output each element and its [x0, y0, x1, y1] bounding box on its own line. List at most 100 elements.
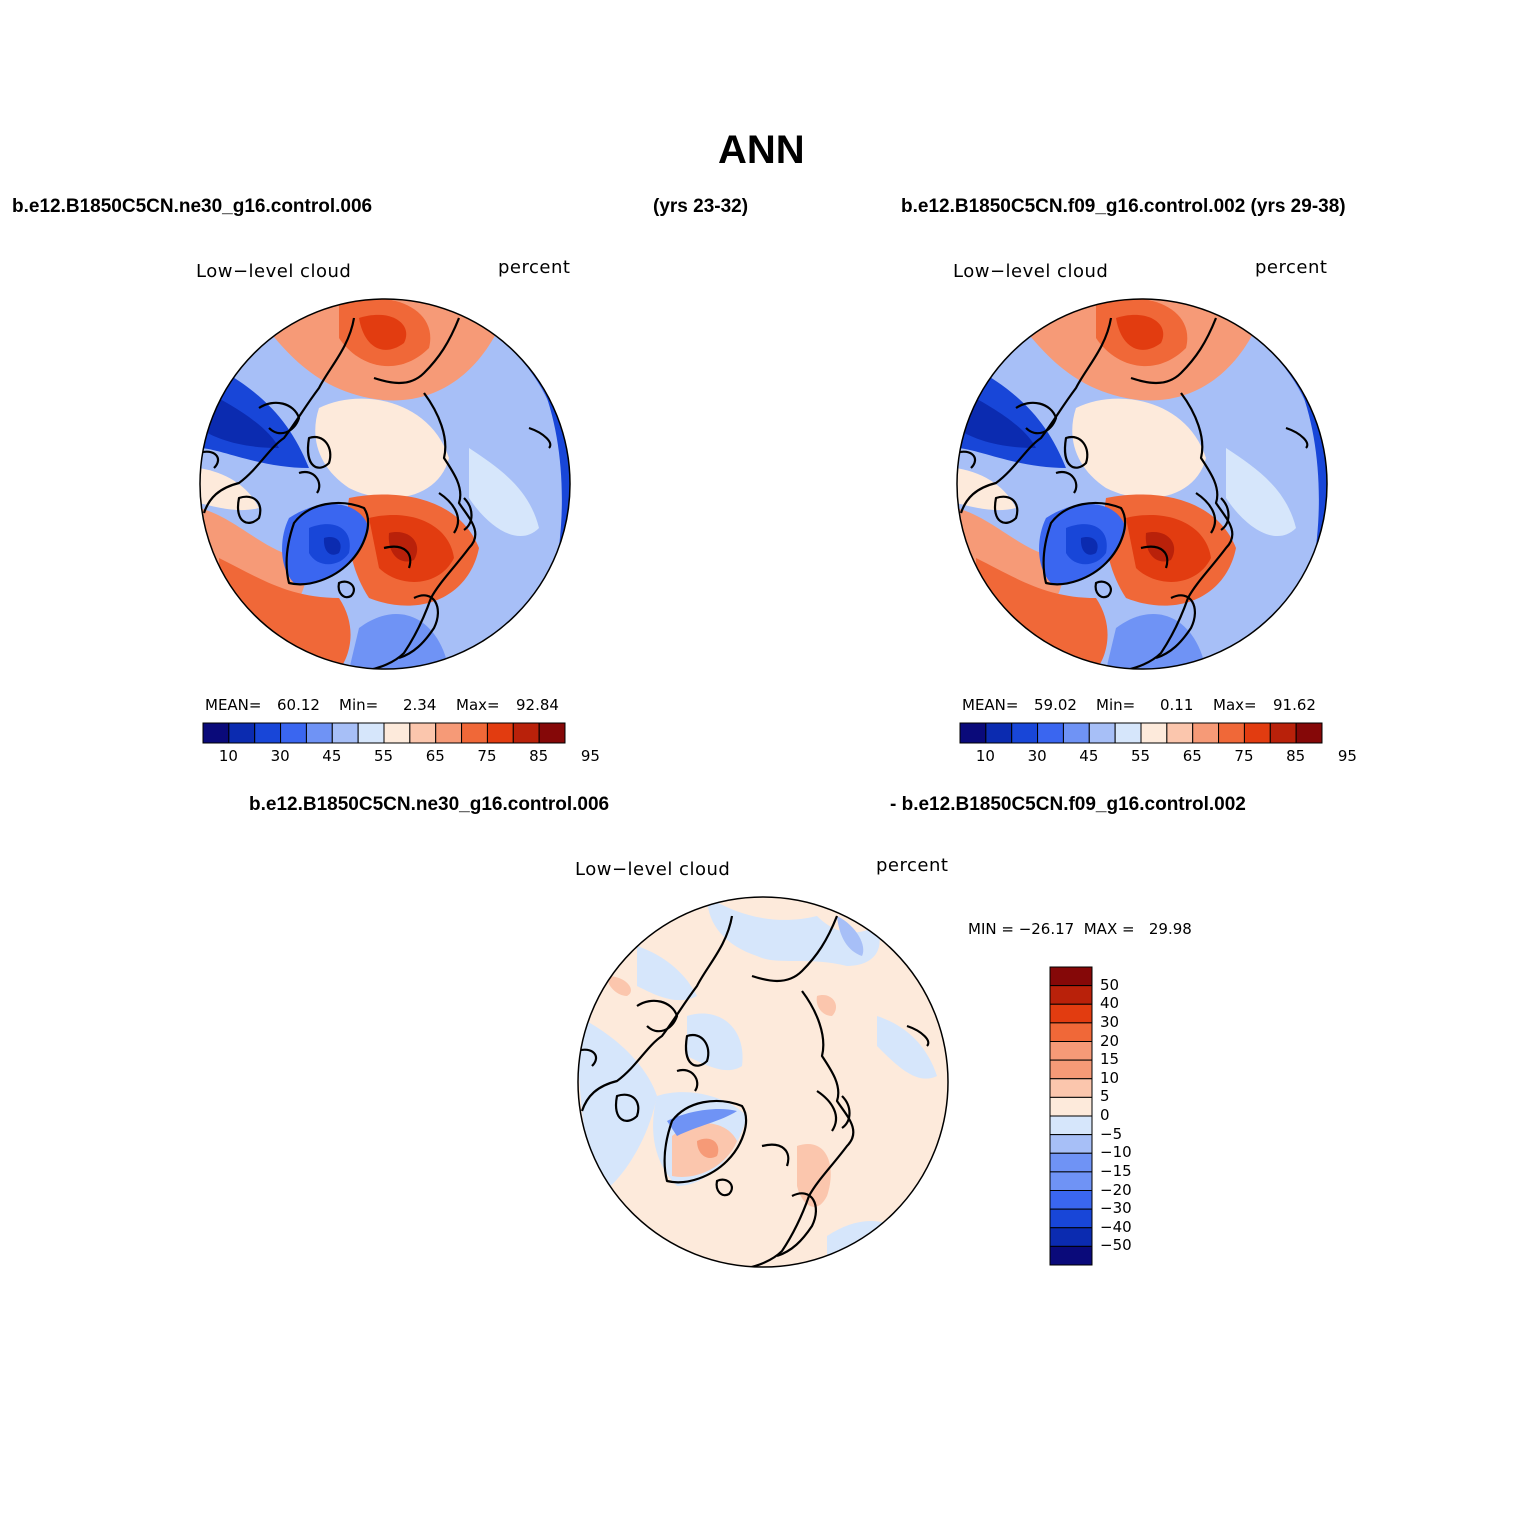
panel3-colorbar-tick: −10 [1100, 1143, 1132, 1162]
panel1-colorbar-swatch [409, 722, 437, 744]
panel1-colorbar-tick: 55 [374, 747, 394, 765]
panel3-colorbar-tick: −20 [1100, 1180, 1132, 1199]
panel3-colorbar-tick: 50 [1100, 975, 1120, 994]
panel1-colorbar-swatch [538, 722, 566, 744]
panel2-min-value: 0.11 [1160, 696, 1194, 714]
panel1-colorbar-swatch [280, 722, 307, 744]
panel3-colorbar-tick: 40 [1100, 994, 1120, 1013]
panel1-colorbar-swatch [305, 722, 333, 744]
panel2-colorbar-swatch [1114, 722, 1142, 744]
panel1-colorbar-tick: 65 [425, 747, 445, 765]
panel1-colorbar-swatch [461, 722, 488, 744]
panel3-colorbar-swatch [1049, 1115, 1093, 1136]
panel1-colorbar-tick: 30 [270, 747, 290, 765]
panel3-colorbar-swatch [1049, 1171, 1093, 1191]
panel1-polar-map [199, 298, 571, 670]
panel1-max-label: Max= [456, 696, 500, 714]
panel2-polar-map [956, 298, 1328, 670]
panel2-colorbar-swatch [1140, 722, 1168, 744]
panel1-mean-value: 60.12 [277, 696, 320, 714]
panel2-colorbar-swatch [1192, 722, 1220, 744]
panel3-colorbar-tick: −5 [1100, 1124, 1123, 1143]
panel1-min-label: Min= [339, 696, 379, 714]
panel2-max-value: 91.62 [1273, 696, 1316, 714]
diff-case2-label: - b.e12.B1850C5CN.f09_g16.control.002 [890, 794, 1246, 815]
panel2-colorbar-swatch [1011, 722, 1039, 744]
panel3-colorbar-tick: 5 [1100, 1087, 1110, 1106]
panel3-colorbar-tick: 10 [1100, 1068, 1120, 1087]
panel3-colorbar-swatch [1049, 985, 1093, 1005]
panel3-colorbar-tick: −30 [1100, 1199, 1132, 1218]
panel1-colorbar-tick: 10 [218, 747, 238, 765]
panel3-colorbar-swatch [1049, 966, 1093, 987]
panel2-colorbar-swatch [1037, 722, 1064, 744]
panel1-colorbar [202, 722, 566, 744]
panel1-min-value: 2.34 [403, 696, 437, 714]
panel2-units-label: percent [1255, 257, 1328, 278]
panel3-colorbar-swatch [1049, 1208, 1093, 1229]
panel1-colorbar-swatch [254, 722, 282, 744]
panel2-colorbar-tick: 85 [1286, 747, 1306, 765]
panel3-colorbar-tick: 0 [1100, 1106, 1110, 1124]
panel3-minmax-label: MIN = −26.17 MAX = 29.98 [968, 920, 1192, 938]
panel1-colorbar-swatch [331, 722, 359, 744]
panel2-colorbar-tick: 55 [1131, 747, 1151, 765]
panel1-colorbar-swatch [228, 722, 256, 744]
panel3-colorbar-swatch [1049, 1152, 1093, 1173]
panel2-colorbar-swatch [1166, 722, 1194, 744]
panel1-colorbar-tick: 95 [580, 747, 600, 765]
panel1-colorbar-swatch [357, 722, 385, 744]
panel3-polar-map [577, 896, 949, 1268]
panel2-colorbar-tick: 65 [1182, 747, 1202, 765]
panel3-colorbar-swatch [1049, 1227, 1093, 1247]
panel2-variable-label: Low−level cloud [953, 261, 1109, 282]
panel2-min-label: Min= [1096, 696, 1136, 714]
panel3-colorbar-swatch [1049, 1134, 1093, 1154]
panel1-max-value: 92.84 [516, 696, 559, 714]
panel1-mean-label: MEAN= [205, 696, 262, 714]
panel3-colorbar-tick: −50 [1100, 1236, 1132, 1255]
panel2-colorbar-swatch [985, 722, 1013, 744]
panel2-colorbar-tick: 95 [1337, 747, 1357, 765]
panel3-colorbar-swatch [1049, 1003, 1093, 1024]
panel1-colorbar-swatch [383, 722, 411, 744]
panel2-colorbar-tick: 75 [1234, 747, 1254, 765]
panel3-colorbar-swatch [1049, 1096, 1093, 1117]
panel1-colorbar-swatch [435, 722, 463, 744]
panel1-variable-label: Low−level cloud [196, 261, 352, 282]
panel2-colorbar-swatch [1218, 722, 1245, 744]
diff-case1-label: b.e12.B1850C5CN.ne30_g16.control.006 [249, 794, 610, 815]
panel3-colorbar-swatch [1049, 1022, 1093, 1042]
case1-years-label: (yrs 23-32) [653, 196, 749, 217]
panel3-colorbar-swatch [1049, 1041, 1093, 1061]
panel2-colorbar-swatch [1295, 722, 1323, 744]
case2-label: b.e12.B1850C5CN.f09_g16.control.002 (yrs… [901, 196, 1346, 217]
panel1-colorbar-tick: 85 [529, 747, 549, 765]
panel3-colorbar-tick: 15 [1100, 1050, 1120, 1069]
panel3-variable-label: Low−level cloud [575, 859, 731, 880]
panel1-units-label: percent [498, 257, 571, 278]
panel1-colorbar-tick: 45 [322, 747, 342, 765]
panel2-colorbar-tick: 30 [1027, 747, 1047, 765]
page-title: ANN [718, 128, 805, 172]
panel3-units-label: percent [876, 855, 949, 876]
panel2-colorbar-swatch [1088, 722, 1116, 744]
panel2-colorbar [959, 722, 1323, 744]
panel3-colorbar-tick: −40 [1100, 1217, 1132, 1236]
panel2-max-label: Max= [1213, 696, 1257, 714]
panel3-colorbar-swatch [1049, 1245, 1093, 1266]
panel2-colorbar-swatch [1243, 722, 1271, 744]
panel2-colorbar-swatch [959, 722, 987, 744]
panel2-mean-label: MEAN= [962, 696, 1019, 714]
panel3-colorbar-tick: 30 [1100, 1012, 1120, 1031]
panel2-colorbar-tick: 10 [975, 747, 995, 765]
panel2-colorbar-swatch [1269, 722, 1297, 744]
panel1-colorbar-swatch [512, 722, 540, 744]
panel3-colorbar-swatch [1049, 1190, 1093, 1210]
panel2-colorbar-swatch [1062, 722, 1090, 744]
panel1-colorbar-tick: 75 [477, 747, 497, 765]
panel3-colorbar-tick: −15 [1100, 1161, 1132, 1180]
panel1-colorbar-swatch [202, 722, 230, 744]
panel1-colorbar-swatch [486, 722, 514, 744]
panel3-colorbar-swatch [1049, 1059, 1093, 1080]
